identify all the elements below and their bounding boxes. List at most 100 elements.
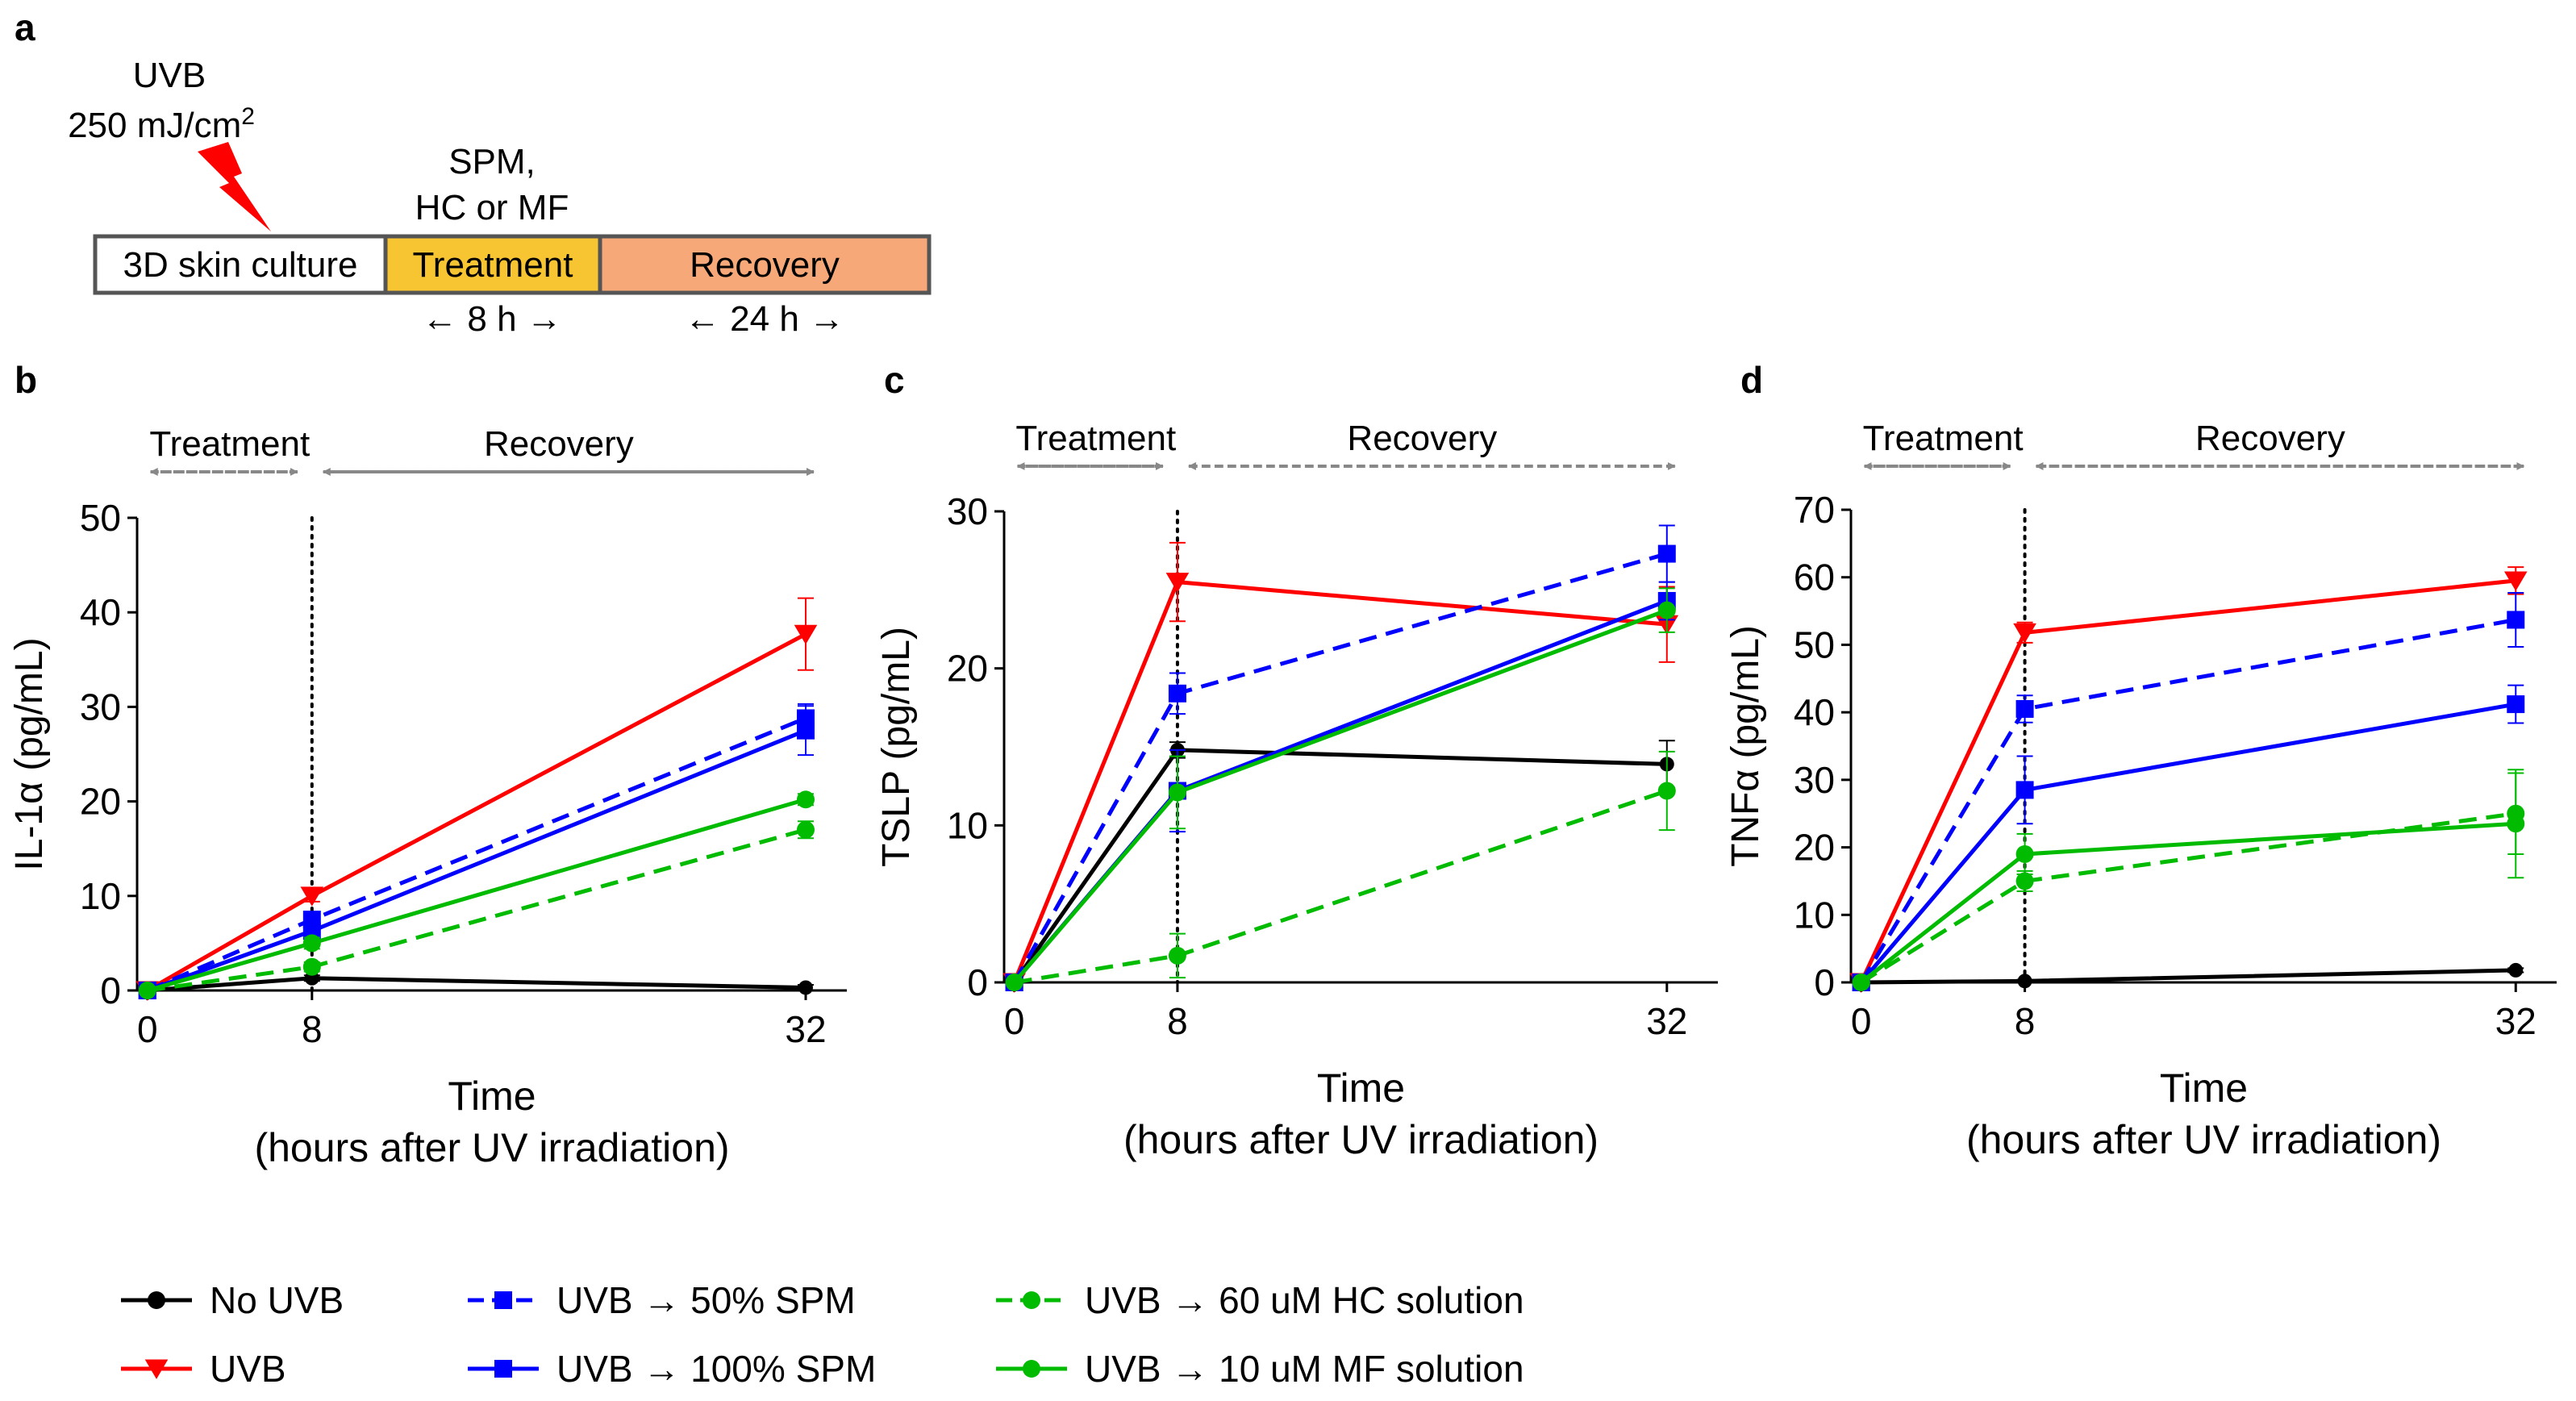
- legend-label: No UVB: [210, 1279, 344, 1321]
- series-line: [1860, 821, 2516, 984]
- stage-box-treatment: [383, 234, 602, 295]
- series-line: [1861, 968, 2516, 985]
- series: [1852, 962, 2524, 991]
- x-tick-label: 32: [1646, 1000, 1687, 1042]
- data-point: [302, 922, 321, 940]
- dose-value: 250 mJ/cm: [68, 106, 241, 145]
- x-tick-label: 8: [2015, 1000, 2036, 1042]
- y-tick-label: 10: [80, 875, 121, 917]
- phase-annotation: Treatment Recovery: [149, 424, 815, 476]
- data-point: [2015, 844, 2034, 863]
- legend-item: No UVB: [121, 1279, 344, 1321]
- series: [1005, 740, 1675, 991]
- stage-label-culture: 3D skin culture: [123, 245, 357, 285]
- x-axis-title: Time: [2160, 1065, 2248, 1111]
- series-line: [147, 828, 807, 993]
- y-axis-label: IL-1α (pg/mL): [8, 637, 51, 870]
- duration-treatment: ← 8 h →: [422, 299, 562, 339]
- legend-item: UVB → 10 uM MF solution: [996, 1348, 1524, 1390]
- legend-item: UVB: [121, 1348, 286, 1390]
- panel-label-c: c: [884, 359, 905, 401]
- data-point: [2015, 872, 2034, 890]
- y-tick-label: 70: [1794, 489, 1835, 531]
- data-point: [2503, 571, 2528, 591]
- data-point: [1657, 601, 1676, 619]
- chart-tslp: Treatment Recovery 0 10 20 30 0 8 32 TSLP (pg/mL)…: [875, 419, 1718, 1162]
- legend-label: UVB → 50% SPM: [556, 1279, 856, 1321]
- data-point: [2015, 781, 2034, 799]
- data-point: [1165, 573, 1190, 593]
- y-tick-label: 50: [80, 497, 121, 539]
- legend-marker: [1023, 1291, 1040, 1309]
- series: [1852, 769, 2525, 991]
- legend-item: UVB → 60 uM HC solution: [996, 1279, 1524, 1321]
- x-tick-label: 8: [1167, 1000, 1188, 1042]
- treatment-agents-line2: HC or MF: [415, 188, 569, 227]
- series-line: [1012, 552, 1668, 984]
- series: [1005, 750, 1676, 991]
- phase-label-treatment: Treatment: [1863, 419, 2024, 458]
- data-point: [302, 934, 321, 953]
- legend-marker: [148, 1291, 165, 1309]
- legend-label: UVB → 60 uM HC solution: [1085, 1279, 1524, 1321]
- legend-marker: [1023, 1360, 1040, 1378]
- data-point: [796, 721, 815, 740]
- y-tick-label: 30: [80, 686, 121, 728]
- y-tick-label: 40: [1794, 691, 1835, 733]
- series: [1852, 684, 2525, 991]
- series-line: [1012, 598, 1668, 984]
- y-tick-label: 20: [80, 781, 121, 823]
- series: [138, 790, 815, 999]
- x-axis-subtitle: (hours after UV irradiation): [1966, 1117, 2441, 1162]
- panel-a-schematic: a UVB 250 mJ/cm2 SPM, HC or MF 3D skin c…: [15, 6, 932, 339]
- series-line: [147, 976, 807, 993]
- y-tick-label: 30: [1794, 759, 1835, 801]
- dose-superscript: 2: [241, 103, 255, 130]
- stage-box-recovery: [598, 234, 932, 295]
- series: [135, 597, 818, 1001]
- data-point: [2508, 962, 2524, 978]
- legend-item: UVB → 100% SPM: [468, 1348, 876, 1390]
- x-tick-label: 32: [2495, 1000, 2536, 1042]
- data-point: [1168, 684, 1186, 703]
- data-point: [1005, 974, 1023, 991]
- y-tick-label: 30: [947, 490, 988, 532]
- duration-recovery: ← 24 h →: [685, 299, 844, 339]
- data-point: [794, 624, 818, 645]
- data-point: [2507, 695, 2525, 714]
- series: [1852, 591, 2525, 991]
- chart-tnfa: Treatment Recovery 0 10 20 30 40 50 60 70 0 8 32 TNFα…: [1724, 419, 2557, 1162]
- y-tick-label: 40: [80, 591, 121, 633]
- x-tick-label: 8: [302, 1008, 323, 1050]
- data-point: [798, 980, 813, 995]
- phase-label-recovery: Recovery: [1347, 419, 1497, 458]
- series-line: [1014, 789, 1668, 985]
- series: [138, 820, 815, 999]
- legend-marker: [494, 1291, 512, 1309]
- data-point: [1168, 946, 1186, 965]
- chart-il1a: Treatment Recovery 0 10 20 30 40 50 0 8 32 IL-1α (p…: [8, 424, 847, 1170]
- data-point: [138, 982, 156, 999]
- x-axis-title: Time: [448, 1074, 536, 1119]
- phase-label-treatment: Treatment: [149, 424, 310, 464]
- series-line: [1859, 617, 2516, 984]
- series: [1849, 566, 2528, 993]
- y-tick-label: 50: [1794, 623, 1835, 665]
- data-point: [2013, 623, 2036, 644]
- data-point: [2507, 611, 2525, 629]
- x-axis-subtitle: (hours after UV irradiation): [1123, 1117, 1599, 1162]
- legend-marker: [494, 1360, 512, 1378]
- series: [1852, 772, 2525, 991]
- treatment-agents-line1: SPM,: [448, 142, 536, 181]
- data-point: [2017, 974, 2032, 989]
- data-point: [796, 790, 815, 809]
- series-line: [147, 797, 807, 993]
- y-tick-label: 0: [100, 969, 121, 1011]
- data-point: [1657, 544, 1676, 563]
- y-tick-label: 60: [1794, 557, 1835, 598]
- legend-label: UVB: [210, 1348, 286, 1390]
- panel-label-a: a: [15, 6, 35, 48]
- legend-item: UVB → 50% SPM: [468, 1279, 856, 1321]
- data-point: [300, 886, 324, 907]
- legend-label: UVB → 10 uM MF solution: [1085, 1348, 1524, 1390]
